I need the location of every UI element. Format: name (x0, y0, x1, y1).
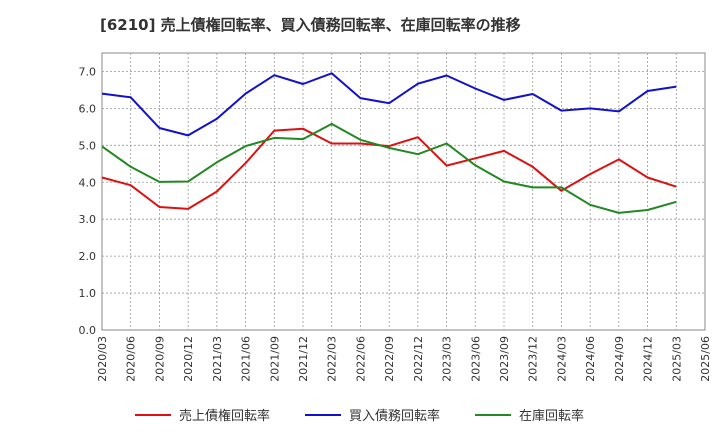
y-tick-label: 2.0 (79, 250, 97, 263)
series-line-3 (101, 122, 677, 214)
x-tick-label: 2020/09 (153, 336, 166, 382)
legend-label-3: 在庫回転率 (519, 408, 584, 424)
y-tick-label: 3.0 (79, 213, 97, 226)
series-layer (101, 72, 677, 214)
legend-label-1: 売上債権回転率 (179, 408, 270, 424)
series-line-2 (101, 72, 677, 137)
y-tick-label: 4.0 (79, 176, 97, 189)
grid-layer (102, 53, 705, 330)
x-tick-label: 2025/03 (670, 336, 683, 382)
x-tick-label: 2022/06 (354, 336, 367, 382)
chart-title: [6210] 売上債権回転率、買入債務回転率、在庫回転率の推移 (100, 16, 521, 34)
x-tick-label: 2021/12 (297, 336, 310, 382)
x-tick-label: 2024/06 (584, 336, 597, 382)
x-tick-label: 2025/06 (699, 336, 712, 382)
y-tick-label: 7.0 (79, 65, 97, 78)
x-tick-label: 2020/12 (182, 336, 195, 382)
x-tick-label: 2022/09 (383, 336, 396, 382)
x-tick-label: 2023/09 (498, 336, 511, 382)
x-tick-label: 2023/03 (441, 336, 454, 382)
y-tick-label: 0.0 (79, 324, 97, 337)
axis-layer: 0.0 1.0 2.0 3.0 4.0 5.0 6.0 7.0 2020/03 2020/06 20… (79, 65, 713, 381)
y-tick-label: 5.0 (79, 139, 97, 152)
y-tick-label: 6.0 (79, 102, 97, 115)
legend: 売上債権回転率 買入債務回転率 在庫回転率 (135, 408, 584, 424)
series-line-1 (101, 127, 677, 210)
x-tick-label: 2024/09 (613, 336, 626, 382)
x-tick-label: 2020/03 (96, 336, 109, 382)
x-tick-label: 2021/06 (240, 336, 253, 382)
x-tick-label: 2024/12 (642, 336, 655, 382)
x-tick-label: 2024/03 (555, 336, 568, 382)
x-tick-label: 2021/03 (211, 336, 224, 382)
x-tick-label: 2023/06 (469, 336, 482, 382)
plot-area-border (101, 52, 706, 331)
x-tick-label: 2023/12 (527, 336, 540, 382)
x-tick-label: 2020/06 (125, 336, 138, 382)
x-tick-label: 2021/09 (268, 336, 281, 382)
x-tick-label: 2022/12 (412, 336, 425, 382)
legend-label-2: 買入債務回転率 (349, 408, 440, 424)
y-tick-label: 1.0 (79, 287, 97, 300)
x-tick-label: 2022/03 (326, 336, 339, 382)
